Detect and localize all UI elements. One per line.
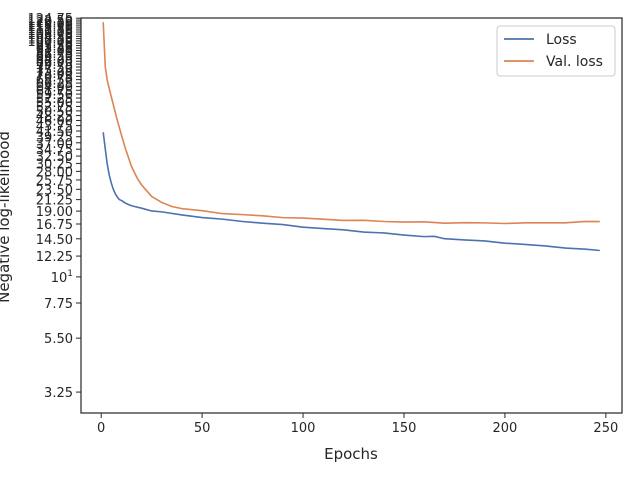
y-tick-label: 19.00	[36, 205, 73, 220]
x-tick-label: 150	[392, 421, 417, 436]
y-tick-label: 32.50	[36, 150, 73, 165]
y-tick-label: 5.50	[44, 332, 73, 347]
y-tick-label: 122.50	[28, 14, 74, 29]
y-tick-label: 97.75	[36, 37, 73, 52]
y-tick-label: 120.25	[28, 16, 74, 31]
y-tick-label: 50.50	[36, 105, 73, 120]
y-tick-label: 118.00	[28, 18, 74, 33]
y-tick-label: 64.00	[36, 81, 73, 96]
y-tick-label: 70.75	[36, 70, 73, 85]
y-tick-label: 106.75	[28, 28, 74, 43]
y-tick-label: 104.50	[28, 30, 74, 45]
y-tick-label: 88.75	[36, 47, 73, 62]
y-tick-label: 61.75	[36, 84, 73, 99]
x-tick-label: 250	[593, 421, 618, 436]
y-tick-label: 48.25	[36, 110, 73, 125]
y-tick-label: 46.00	[36, 114, 73, 129]
y-tick-label: 7.75	[44, 297, 73, 312]
y-tick-label: 124.75	[28, 12, 74, 27]
y-tick-label: 93.25	[36, 42, 73, 57]
y-tick-label: 59.50	[36, 88, 73, 103]
x-tick-label: 0	[97, 421, 105, 436]
legend: Loss Val. loss	[496, 25, 616, 77]
y-tick-label: 115.75	[28, 20, 74, 35]
y-tick-label: 21.25	[36, 194, 73, 209]
y-tick-label: 12.25	[36, 250, 73, 265]
y-tick-label: 109.00	[28, 26, 74, 41]
y-tick-label: 28.00	[36, 165, 73, 180]
y-tick-label: 113.50	[28, 22, 74, 37]
y-tick-label: 79.75	[36, 58, 73, 73]
y-tick-label: 55.00	[36, 96, 73, 111]
x-tick-label: 100	[291, 421, 316, 436]
y-tick-label: 111.25	[28, 24, 74, 39]
y-tick-label: 101	[51, 269, 73, 286]
y-tick-label: 68.50	[36, 74, 73, 89]
y-tick-label: 91.00	[36, 45, 73, 60]
series-line-loss	[102, 132, 600, 252]
x-tick-label: 50	[194, 421, 211, 436]
y-tick-label: 52.75	[36, 100, 73, 115]
x-axis-label: Epochs	[324, 445, 378, 463]
y-tick-label: 86.50	[36, 50, 73, 65]
y-tick-label: 82.00	[36, 55, 73, 70]
y-tick-label: 43.75	[36, 120, 73, 135]
y-axis-ticks: 3.25 5.50 7.75 101 12.25 14.5016.7519.0021.25…	[28, 12, 81, 401]
y-tick-label: 100.00	[28, 35, 74, 50]
y-tick-label: 37.00	[36, 137, 73, 152]
y-tick-label: 16.75	[36, 218, 73, 233]
x-tick-label: 200	[493, 421, 518, 436]
axes-frame	[80, 17, 623, 414]
y-tick-label: 75.25	[36, 64, 73, 79]
y-tick-label: 23.50	[36, 183, 73, 198]
y-tick-label: 84.25	[36, 52, 73, 67]
plot-area	[80, 17, 623, 414]
y-tick-label: 102.25	[28, 33, 74, 48]
y-tick-label: 77.50	[36, 61, 73, 76]
y-tick-label: 25.75	[36, 174, 73, 189]
y-tick-label: 57.25	[36, 92, 73, 107]
y-tick-label: 73.00	[36, 67, 73, 82]
y-tick-label: 41.50	[36, 125, 73, 140]
y-tick-label: 30.25	[36, 157, 73, 172]
y-tick-label: 39.25	[36, 131, 73, 146]
legend-label: Val. loss	[546, 54, 603, 70]
y-tick-label: 34.75	[36, 143, 73, 158]
series-line-val-loss	[102, 22, 600, 225]
y-tick-label: 14.50	[36, 233, 73, 248]
x-axis-ticks: 0 50 100 150 200 250	[97, 413, 618, 436]
legend-label: Loss	[546, 32, 577, 48]
y-tick-label: 3.25	[44, 386, 73, 401]
y-tick-label: 66.25	[36, 77, 73, 92]
y-axis-label: Negative log-likelihood	[0, 131, 13, 303]
y-tick-label: 95.50	[36, 40, 73, 55]
